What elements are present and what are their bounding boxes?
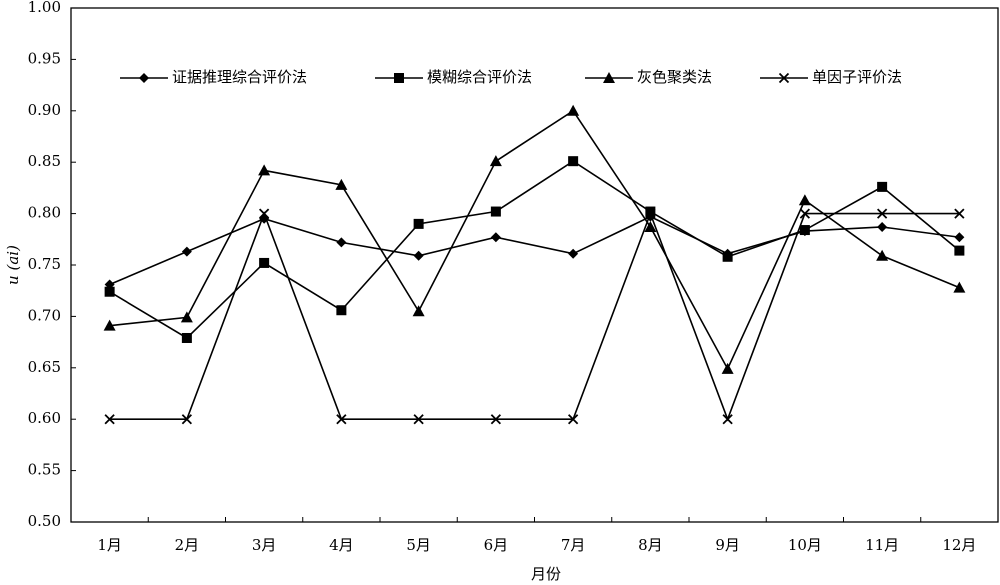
- x-tick-label: 1月: [97, 536, 122, 554]
- legend-label: 证据推理综合评价法: [172, 68, 307, 86]
- marker: [259, 257, 270, 268]
- marker: [181, 332, 192, 343]
- marker: [258, 164, 271, 176]
- marker: [721, 362, 734, 374]
- marker: [798, 194, 811, 206]
- marker: [413, 250, 424, 261]
- y-tick-label: 0.95: [28, 49, 61, 67]
- marker: [181, 246, 192, 257]
- y-tick-label: 0.90: [28, 101, 61, 119]
- x-tick-label: 2月: [175, 536, 200, 554]
- marker: [336, 305, 347, 316]
- marker: [104, 414, 115, 425]
- marker: [603, 72, 615, 83]
- x-tick-label: 8月: [638, 536, 663, 554]
- y-tick-label: 0.60: [28, 409, 61, 427]
- marker: [877, 221, 888, 232]
- marker: [335, 178, 348, 190]
- x-tick-label: 11月: [865, 536, 899, 554]
- series-line: [109, 160, 960, 339]
- marker: [644, 220, 657, 232]
- marker: [567, 104, 580, 116]
- y-tick-label: 0.65: [28, 358, 61, 376]
- marker: [103, 319, 116, 331]
- x-tick-label: 12月: [942, 536, 976, 554]
- marker: [139, 73, 149, 83]
- marker: [336, 414, 347, 425]
- series-line: [109, 109, 960, 371]
- marker: [877, 181, 888, 192]
- marker: [489, 155, 502, 167]
- marker: [258, 208, 270, 219]
- y-tick-label: 0.70: [28, 306, 61, 324]
- marker: [876, 208, 888, 219]
- marker: [490, 414, 502, 425]
- marker: [954, 245, 965, 256]
- x-axis-label: 月份: [531, 565, 561, 583]
- series-line: [109, 211, 960, 422]
- y-tick-label: 1.00: [28, 0, 61, 16]
- series-line: [109, 215, 960, 286]
- marker: [490, 232, 501, 243]
- y-tick-label: 0.85: [28, 152, 61, 170]
- marker: [490, 206, 501, 217]
- marker: [394, 73, 404, 83]
- marker: [336, 237, 347, 248]
- marker: [413, 218, 424, 229]
- marker: [568, 156, 579, 167]
- marker: [954, 232, 965, 243]
- x-tick-label: 9月: [715, 536, 740, 554]
- x-tick-label: 3月: [252, 536, 277, 554]
- y-tick-label: 0.75: [28, 255, 61, 273]
- y-tick-label: 0.80: [28, 204, 61, 222]
- marker: [181, 414, 193, 425]
- x-tick-label: 4月: [329, 536, 354, 554]
- marker: [799, 225, 810, 236]
- marker: [954, 208, 965, 219]
- marker: [412, 305, 425, 317]
- marker: [799, 208, 811, 219]
- marker: [722, 414, 733, 425]
- marker: [778, 72, 790, 84]
- x-tick-label: 7月: [561, 536, 586, 554]
- x-tick-label: 10月: [788, 536, 822, 554]
- y-tick-label: 0.50: [28, 512, 61, 530]
- marker: [722, 251, 733, 262]
- marker: [180, 311, 193, 323]
- legend-label: 模糊综合评价法: [427, 68, 532, 86]
- marker: [876, 249, 889, 261]
- y-tick-label: 0.55: [28, 461, 61, 479]
- y-axis-label: u (ai): [4, 245, 22, 285]
- marker: [645, 208, 656, 219]
- marker: [568, 248, 579, 259]
- legend-label: 单因子评价法: [812, 68, 902, 86]
- marker: [413, 414, 424, 425]
- marker: [567, 414, 579, 425]
- x-tick-label: 6月: [484, 536, 509, 554]
- marker: [953, 281, 966, 293]
- x-tick-label: 5月: [406, 536, 431, 554]
- legend-label: 灰色聚类法: [637, 68, 712, 86]
- marker: [104, 286, 115, 297]
